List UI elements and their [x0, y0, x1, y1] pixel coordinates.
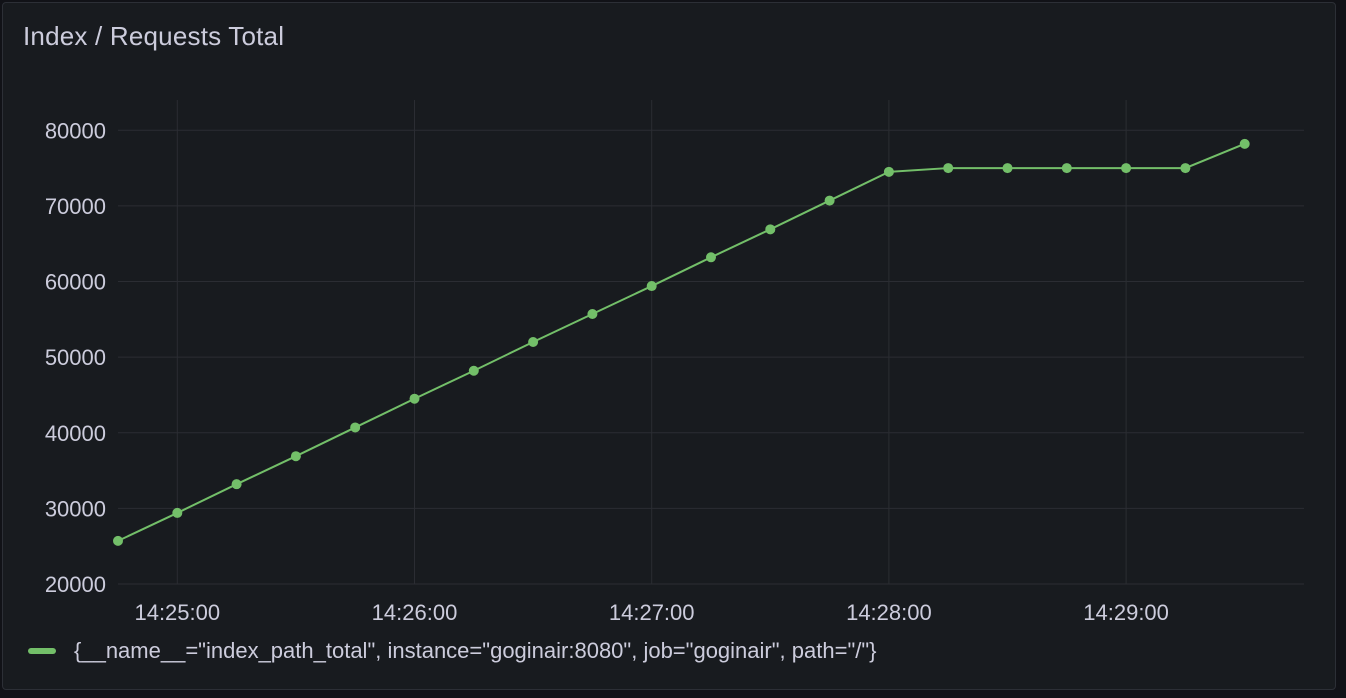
data-point [1239, 138, 1250, 149]
data-point [1180, 163, 1191, 174]
chart-panel: Index / Requests Total [2, 2, 1336, 690]
x-tick-label: 14:27:00 [609, 600, 695, 625]
y-tick-label: 30000 [45, 496, 106, 521]
data-point [706, 252, 716, 263]
x-tick-label: 14:25:00 [134, 600, 220, 625]
data-point [172, 507, 183, 518]
x-tick-label: 14:26:00 [372, 600, 458, 625]
y-tick-label: 60000 [45, 270, 106, 295]
data-point [1121, 163, 1132, 174]
data-point [350, 422, 361, 433]
series-line [117, 142, 1246, 542]
panel-title: Index / Requests Total [23, 21, 285, 51]
data-point [409, 393, 420, 404]
x-tick-label: 14:29:00 [1083, 600, 1169, 625]
data-point [646, 281, 657, 292]
data-point [113, 535, 123, 546]
data-point [883, 166, 894, 177]
data-point [290, 451, 301, 462]
x-axis: 14:25:00 14:26:00 14:27:00 14:28:00 14:29:00 [134, 600, 1168, 625]
chart-grid [118, 100, 1304, 585]
x-tick-label: 14:28:00 [846, 600, 932, 625]
series-layer [113, 138, 1250, 546]
legend-label: {__name__="index_path_total", instance="… [74, 638, 877, 663]
legend-swatch [28, 648, 56, 654]
y-tick-label: 80000 [45, 118, 106, 143]
data-point [468, 365, 479, 376]
data-point [528, 337, 539, 347]
data-point [824, 195, 835, 206]
data-point [231, 479, 242, 490]
y-tick-label: 40000 [45, 421, 106, 446]
data-point [1002, 163, 1013, 174]
data-point [1061, 163, 1072, 174]
y-tick-label: 20000 [45, 572, 106, 597]
y-tick-label: 70000 [45, 194, 106, 219]
chart-legend[interactable]: {__name__="index_path_total", instance="… [28, 638, 877, 664]
y-tick-label: 50000 [45, 345, 106, 370]
data-point [943, 163, 954, 174]
y-axis: 20000 30000 40000 50000 60000 70000 80000 [45, 118, 106, 597]
data-point [765, 224, 776, 235]
data-point [587, 309, 598, 320]
